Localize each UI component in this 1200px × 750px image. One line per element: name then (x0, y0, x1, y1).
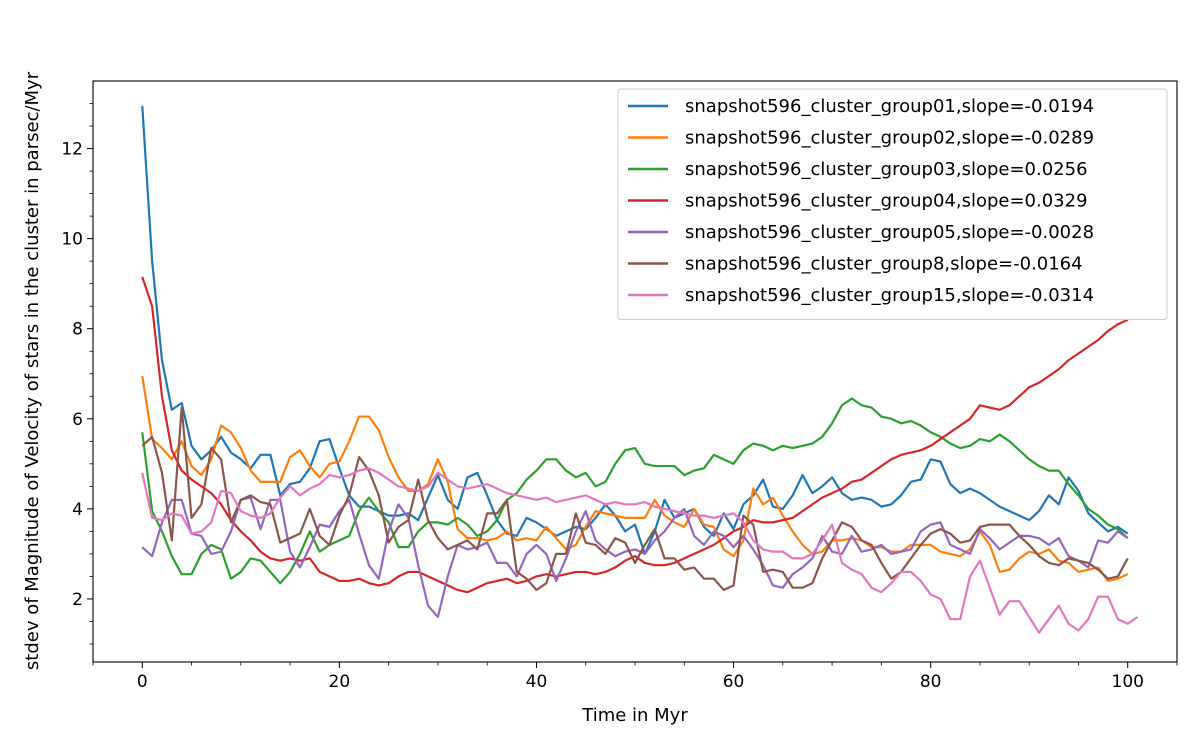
y-tick-label: 8 (72, 320, 83, 340)
series-line-2 (141, 375, 1129, 583)
series-line-1 (141, 105, 1129, 556)
legend-label: snapshot596_cluster_group03,slope=0.0256 (685, 159, 1088, 180)
y-tick-label: 10 (61, 230, 83, 250)
series-line-4 (141, 276, 1129, 594)
x-tick-label: 60 (723, 672, 745, 692)
y-axis-label: stdev of Magnitude of Velocity of stars … (22, 71, 43, 670)
legend-label: snapshot596_cluster_group02,slope=-0.028… (685, 128, 1094, 149)
series-layer (141, 105, 1139, 634)
legend-label: snapshot596_cluster_group15,slope=-0.031… (685, 285, 1094, 306)
legend-label: snapshot596_cluster_group8,slope=-0.0164 (685, 254, 1083, 275)
y-tick-label: 2 (72, 590, 83, 610)
y-tick-label: 12 (61, 140, 83, 160)
x-tick-label: 80 (920, 672, 942, 692)
series-line-7 (141, 467, 1139, 634)
x-tick-label: 100 (1112, 672, 1144, 692)
x-axis-label: Time in Myr (581, 705, 688, 726)
series-line-6 (141, 406, 1129, 592)
y-tick-label: 4 (72, 500, 83, 520)
x-tick-label: 0 (137, 672, 148, 692)
x-tick-label: 40 (526, 672, 548, 692)
legend-label: snapshot596_cluster_group01,slope=-0.019… (685, 96, 1094, 117)
x-tick-label: 20 (329, 672, 351, 692)
legend-label: snapshot596_cluster_group05,slope=-0.002… (685, 222, 1094, 243)
series-line-5 (141, 496, 1129, 619)
legend: snapshot596_cluster_group01,slope=-0.019… (617, 88, 1168, 320)
legend-label: snapshot596_cluster_group04,slope=0.0329 (685, 191, 1088, 212)
axes-layer: 0 20 40 60 80 100 2 4 6 8 10 12 (61, 80, 1178, 692)
legend-box (617, 88, 1168, 320)
series-line-3 (141, 397, 1129, 585)
y-tick-label: 6 (72, 410, 83, 430)
